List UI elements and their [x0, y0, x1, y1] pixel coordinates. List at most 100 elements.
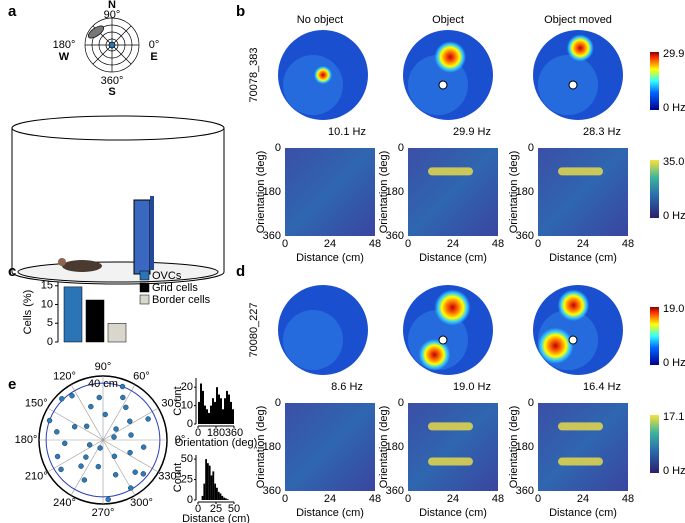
cell-id: 70080_227 — [248, 302, 260, 357]
histogram-bar — [232, 409, 234, 424]
x-tick-label: 48 — [622, 493, 634, 505]
spoke — [47, 407, 104, 441]
colorbar-label: 17.1 — [663, 411, 684, 423]
compass-label: 90° — [104, 9, 121, 21]
point — [54, 429, 60, 435]
x-axis-label: Orientation (deg) — [175, 437, 258, 449]
spoke — [102, 407, 159, 441]
panel-label: d — [236, 263, 245, 280]
histogram-bar — [210, 475, 213, 500]
spoke — [102, 384, 136, 441]
point — [127, 449, 133, 456]
point — [128, 485, 134, 491]
x-tick-label: 0 — [282, 493, 288, 505]
point — [140, 471, 147, 477]
heatmap — [285, 403, 375, 491]
compass-label: 180° — [53, 39, 76, 51]
colorbar-label: 0 Hz — [663, 465, 685, 477]
point — [120, 394, 126, 401]
y-tick-label: 20 — [181, 381, 193, 393]
histogram-bar — [216, 387, 218, 424]
y-axis-label: Count — [172, 463, 184, 492]
peak-rate: 29.9 Hz — [453, 126, 491, 138]
y-tick-label: 180 — [386, 441, 404, 453]
histogram-bar — [208, 465, 211, 500]
colorbar — [650, 52, 659, 110]
compass-label: N — [108, 0, 116, 11]
point — [81, 477, 88, 483]
heatmap — [408, 403, 498, 491]
point — [119, 383, 126, 390]
x-tick-label: 360 — [225, 427, 243, 439]
y-tick-label: 180 — [263, 186, 281, 198]
histogram-bar — [228, 394, 230, 424]
histogram-bar — [223, 497, 225, 500]
point — [71, 424, 78, 430]
angle-label: 180° — [15, 434, 38, 446]
histogram-bar — [230, 401, 232, 424]
cell-id: 70078_383 — [248, 47, 260, 102]
legend-swatch — [139, 270, 150, 281]
peak-rate: 16.4 Hz — [583, 381, 621, 393]
x-axis-label: Distance (cm) — [549, 252, 617, 264]
x-tick-label: 180 — [207, 427, 225, 439]
point — [86, 442, 93, 448]
angle-label: 210° — [25, 470, 48, 482]
colorbar-label: 19.0 — [663, 303, 684, 315]
y-tick-label: 360 — [386, 230, 404, 242]
angle-label: 150° — [25, 397, 48, 409]
x-tick-label: 24 — [577, 238, 589, 250]
hot-spot — [434, 41, 466, 73]
point — [112, 472, 119, 478]
peak-rate: 28.3 Hz — [583, 126, 621, 138]
bar — [63, 286, 83, 343]
spoke — [102, 439, 159, 473]
heatmap-band — [428, 457, 473, 466]
peak-rate: 8.6 Hz — [331, 381, 363, 393]
peak-rate: 19.0 Hz — [453, 381, 491, 393]
angle-label: 270° — [92, 507, 115, 519]
histogram-bar — [205, 459, 207, 500]
x-tick-label: 24 — [324, 493, 336, 505]
x-tick-label: 25 — [210, 503, 222, 515]
y-tick-label: 50 — [181, 453, 193, 465]
x-tick-label: 0 — [405, 238, 411, 250]
histogram-bar — [200, 383, 202, 424]
y-tick-label: 10 — [41, 298, 53, 310]
legend-label: Grid cells — [152, 282, 198, 294]
histogram-bar — [222, 409, 224, 424]
heatmap-band — [558, 422, 603, 431]
histogram-bar — [208, 412, 210, 424]
y-axis-label: Orientation (deg) — [508, 406, 520, 489]
angle-label: 0° — [175, 434, 186, 446]
point — [102, 411, 108, 418]
condition: No object — [297, 14, 343, 26]
angle-label: 60° — [133, 371, 150, 383]
y-tick-label: 180 — [386, 186, 404, 198]
y-axis-label: Orientation (deg) — [378, 406, 390, 489]
legend-label: OVCs — [152, 270, 182, 282]
point — [132, 469, 138, 475]
point — [83, 423, 90, 429]
point — [140, 444, 147, 450]
x-axis-label: Distance (cm) — [549, 507, 617, 519]
bar — [107, 323, 127, 343]
compass-label: 360° — [101, 75, 124, 87]
peak-rate: 10.1 Hz — [328, 126, 366, 138]
angle-label: 330° — [158, 470, 181, 482]
point — [128, 432, 134, 438]
point — [59, 396, 65, 402]
x-tick-label: 0 — [282, 238, 288, 250]
point — [62, 440, 68, 447]
rate-map-tint — [538, 55, 598, 115]
spoke — [70, 384, 104, 441]
ring-label: 40 cm — [88, 378, 118, 390]
y-tick-label: 0 — [187, 494, 193, 506]
angle-label: 300° — [130, 497, 153, 509]
x-tick-label: 0 — [405, 493, 411, 505]
x-tick-label: 24 — [447, 493, 459, 505]
point — [78, 463, 84, 469]
x-tick-label: 0 — [195, 503, 201, 515]
y-tick-label: 180 — [516, 186, 534, 198]
point — [95, 463, 102, 470]
